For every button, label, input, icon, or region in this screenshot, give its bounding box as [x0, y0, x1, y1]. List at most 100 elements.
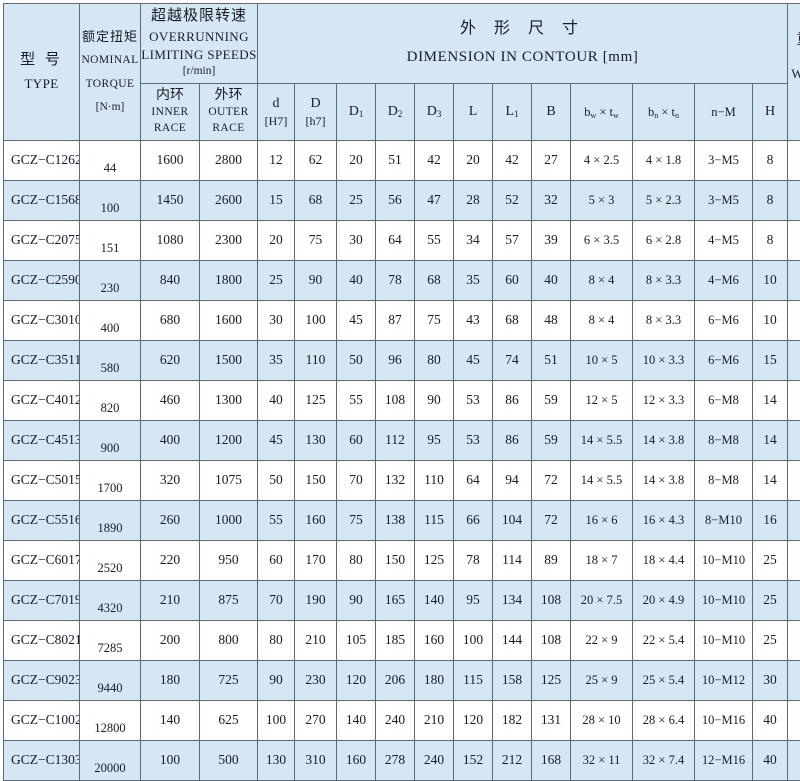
- table-row[interactable]: GCZ−C50150170032010755015070132110649472…: [4, 460, 800, 500]
- cell-D3: 95: [415, 420, 454, 460]
- cell-d: 12: [258, 140, 295, 180]
- header-torque-en1: NOMINAL: [81, 54, 138, 68]
- table-row[interactable]: GCZ−C3511058062015003511050968045745110 …: [4, 340, 800, 380]
- cell-L1: 42: [493, 140, 532, 180]
- table-row[interactable]: GCZ−C80210728520080080210105185160100144…: [4, 620, 800, 660]
- cell-type: GCZ−C45130: [4, 420, 80, 460]
- cell-B: 108: [532, 580, 571, 620]
- cell-weight: 65.0: [788, 740, 800, 780]
- cell-nominal-torque: 1700: [80, 460, 141, 500]
- cell-weight: 1.0: [788, 220, 800, 260]
- header-col-bwtw: bw × tw: [571, 83, 633, 140]
- cell-inner-race: 180: [141, 660, 200, 700]
- table-row[interactable]: GCZ−C70190432021087570190901651409513410…: [4, 580, 800, 620]
- header-col-L-sym: L: [469, 104, 478, 119]
- header-dimension-cn: 外 形 尺 寸: [460, 20, 585, 39]
- cell-n-M: 6−M8: [695, 380, 753, 420]
- cell-D: 210: [295, 620, 337, 660]
- cell-D: 190: [295, 580, 337, 620]
- cell-D1: 120: [337, 660, 376, 700]
- cell-d: 130: [258, 740, 295, 780]
- cell-bw-tw: 28 × 10: [571, 700, 633, 740]
- cell-n-M: 10−M12: [695, 660, 753, 700]
- cell-B: 125: [532, 660, 571, 700]
- header-col-D-tol: [h7]: [295, 114, 336, 128]
- header-col-D3-base: D: [427, 104, 437, 119]
- cell-H: 25: [753, 580, 788, 620]
- cell-D1: 105: [337, 620, 376, 660]
- cell-D: 230: [295, 660, 337, 700]
- cell-bn-tn: 25 × 5.4: [633, 660, 695, 700]
- cell-D2: 132: [376, 460, 415, 500]
- cell-L1: 86: [493, 420, 532, 460]
- cell-D2: 56: [376, 180, 415, 220]
- cell-bw-tw: 10 × 5: [571, 340, 633, 380]
- cell-bn-tn: 6 × 2.8: [633, 220, 695, 260]
- cell-weight: 0.5: [788, 140, 800, 180]
- cell-d: 35: [258, 340, 295, 380]
- cell-d: 60: [258, 540, 295, 580]
- cell-outer-race: 1600: [200, 300, 258, 340]
- cell-outer-race: 875: [200, 580, 258, 620]
- cell-d: 30: [258, 300, 295, 340]
- table-row[interactable]: GCZ−C90230944018072590230120206180115158…: [4, 660, 800, 700]
- cell-n-M: 6−M6: [695, 340, 753, 380]
- cell-bw-tw: 22 × 9: [571, 620, 633, 660]
- cell-D1: 20: [337, 140, 376, 180]
- cell-n-M: 8−M10: [695, 500, 753, 540]
- cell-weight: 4.7: [788, 420, 800, 460]
- cell-d: 50: [258, 460, 295, 500]
- cell-weight: 42.5: [788, 700, 800, 740]
- header-col-d: d [H7]: [258, 83, 295, 140]
- cell-D: 270: [295, 700, 337, 740]
- header-col-B-sym: B: [546, 104, 555, 119]
- cell-bw-tw: 6 × 3.5: [571, 220, 633, 260]
- table-row[interactable]: GCZ−C13031020000100500130310160278240152…: [4, 740, 800, 780]
- cell-D: 150: [295, 460, 337, 500]
- cell-bn-tn: 8 × 3.3: [633, 260, 695, 300]
- cell-bn-tn: 10 × 3.3: [633, 340, 695, 380]
- cell-L: 53: [454, 380, 493, 420]
- cell-n-M: 4−M6: [695, 260, 753, 300]
- table-row[interactable]: GCZ−C10027012800140625100270140240210120…: [4, 700, 800, 740]
- table-row[interactable]: GCZ−C45130900400120045130601129553865914…: [4, 420, 800, 460]
- cell-type: GCZ−C70190: [4, 580, 80, 620]
- cell-outer-race: 1800: [200, 260, 258, 300]
- table-row[interactable]: GCZ−C60170252022095060170801501257811489…: [4, 540, 800, 580]
- cell-weight: 28.5: [788, 660, 800, 700]
- cell-D2: 108: [376, 380, 415, 420]
- header-col-nM: n−M: [695, 83, 753, 140]
- cell-B: 131: [532, 700, 571, 740]
- header-col-bntn: bn × tn: [633, 83, 695, 140]
- cell-type: GCZ−C1262: [4, 140, 80, 180]
- cell-inner-race: 260: [141, 500, 200, 540]
- cell-D2: 51: [376, 140, 415, 180]
- table-row[interactable]: GCZ−C40125820460130040125551089053865912…: [4, 380, 800, 420]
- cell-D1: 75: [337, 500, 376, 540]
- cell-B: 39: [532, 220, 571, 260]
- cell-B: 72: [532, 460, 571, 500]
- cell-n-M: 12−M16: [695, 740, 753, 780]
- header-col-D-sym: D: [310, 96, 320, 111]
- header-col-B: B: [532, 83, 571, 140]
- table-row[interactable]: GCZ−C55160189026010005516075138115661047…: [4, 500, 800, 540]
- cell-D2: 96: [376, 340, 415, 380]
- cell-L: 66: [454, 500, 493, 540]
- cell-nominal-torque: 900: [80, 420, 141, 460]
- header-overrunning-unit: [r/min]: [183, 65, 216, 79]
- cell-inner-race: 1600: [141, 140, 200, 180]
- cell-weight: 4.6: [788, 380, 800, 420]
- cell-L: 95: [454, 580, 493, 620]
- cell-L1: 86: [493, 380, 532, 420]
- cell-L: 43: [454, 300, 493, 340]
- header-overrunning-cn: 超越极限转速: [151, 8, 247, 26]
- cell-D3: 80: [415, 340, 454, 380]
- table-row[interactable]: GCZ−C301004006801600301004587754368488 ×…: [4, 300, 800, 340]
- cell-D1: 60: [337, 420, 376, 460]
- cell-inner-race: 1450: [141, 180, 200, 220]
- header-col-L1-base: L: [505, 104, 514, 119]
